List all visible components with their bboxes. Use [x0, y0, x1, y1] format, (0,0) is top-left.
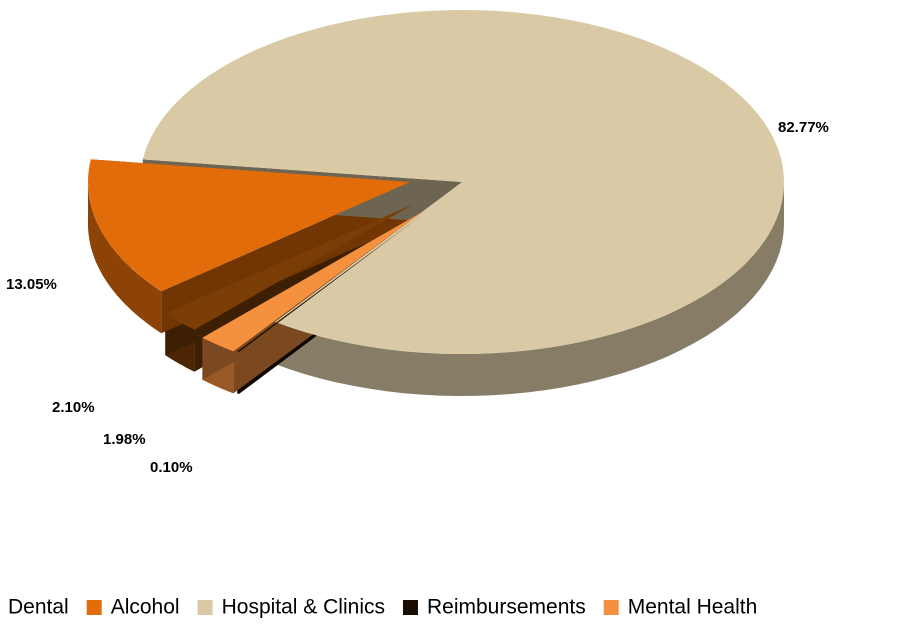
data-label: 2.10%	[52, 399, 95, 416]
legend-label: Dental	[8, 596, 69, 619]
pie-tops	[87, 10, 784, 355]
legend-swatch	[603, 600, 619, 615]
pie-slice	[237, 212, 426, 353]
data-label: 1.98%	[103, 431, 146, 448]
data-label: 13.05%	[6, 276, 57, 293]
legend-label: Hospital & Clinics	[222, 596, 385, 619]
data-labels: 2.10% 13.05% 82.77% 0.10%1.98%	[6, 119, 829, 476]
legend-label: Mental Health	[628, 596, 758, 619]
legend-label: Reimbursements	[427, 596, 586, 619]
pie-slice	[87, 159, 411, 292]
pie-slice	[165, 204, 414, 330]
pie-slice	[202, 212, 422, 352]
data-label: 82.77%	[778, 119, 829, 136]
data-label: 0.10%	[150, 459, 193, 476]
pie-slice-side	[275, 182, 784, 396]
legend-label: Alcohol	[111, 596, 180, 619]
legend-swatch	[86, 600, 102, 615]
legend: Dental Alcohol Hospital & Clinics Reimburse…	[8, 596, 758, 619]
legend-swatch	[197, 600, 213, 615]
legend-swatch	[402, 600, 418, 615]
pie-slice-side	[88, 182, 162, 334]
pie-slice	[142, 10, 784, 355]
